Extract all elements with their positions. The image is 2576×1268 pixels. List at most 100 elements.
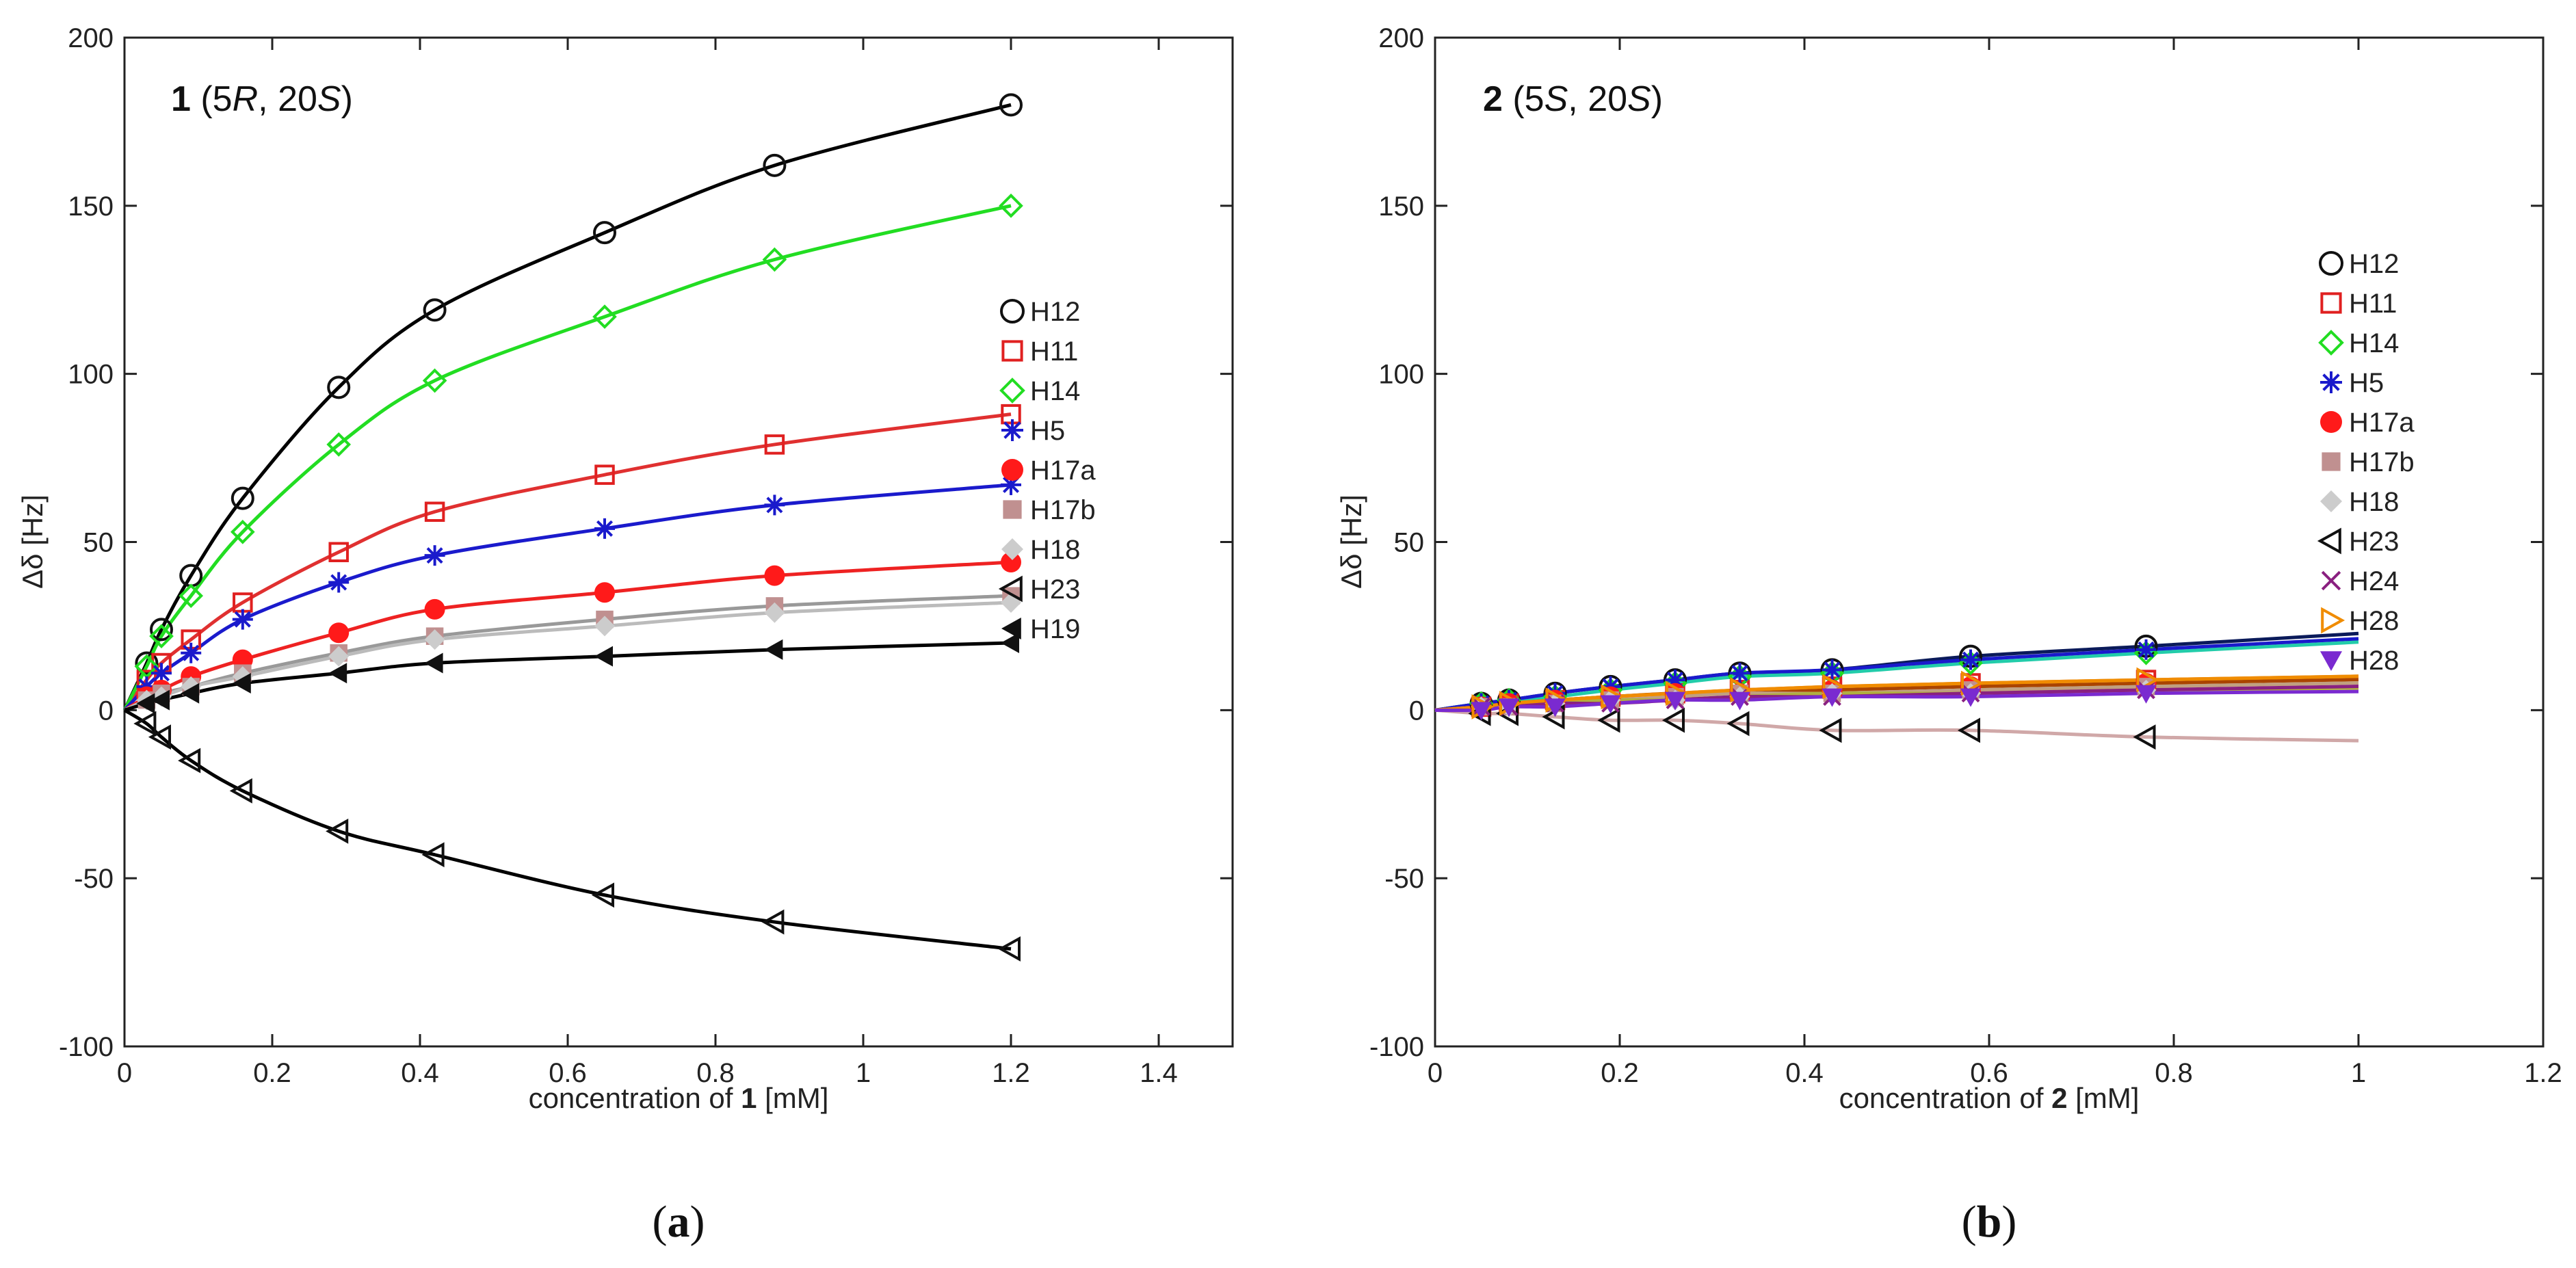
data-point-h18 [764,602,785,623]
data-point-h23-shape [148,724,171,750]
panel-a-legend: H12 H11 H14 H5 H17a H17b H18 H23 H19 [998,297,1096,644]
data-point-h19 [232,673,251,694]
data-point-h19 [181,683,200,704]
legend-marker [2320,651,2342,671]
y-tick-label: 100 [68,360,114,390]
legend-label: H12 [1030,297,1080,327]
legend-item-h11: H11 [1001,336,1078,367]
panel-b-xlabel-pre: concentration of [1839,1082,2052,1114]
data-point-h19-shape [1001,633,1019,653]
data-point-h23 [133,711,157,737]
data-point-h19-shape [594,646,613,667]
panel-b-title: 2 (5S, 20S) [1483,79,1663,119]
legend-item-h12: H12 [2319,249,2399,279]
legend-label: H17a [1030,455,1096,486]
data-point-h23 [761,909,785,935]
data-point-h28-shape [1961,670,1984,696]
data-point-h28 [1471,702,1492,721]
panel-b-legend: H12 H11 H14 H5 H17a H17b H18 H23 H24 H28 H28 [2317,249,2415,676]
legend-marker-shape [2322,452,2341,471]
data-point-h5-stroke [153,665,170,682]
data-point-h19-shape [764,639,783,660]
legend-item-h28: H28 [2321,606,2399,636]
data-point-h28-shape [1960,688,1981,707]
y-tick-label: 150 [1378,191,1424,222]
legend-item-h17a: H17a [2320,408,2415,438]
data-point-h19 [151,689,170,711]
data-point-h18-shape [328,646,350,667]
legend-marker-shape [1000,299,1025,323]
data-point-h14-shape [999,194,1023,218]
data-point-h17a [764,565,785,586]
legend-marker-shape [2321,607,2345,634]
data-point-h12-shape [150,618,173,642]
legend-marker-shape [998,575,1023,603]
legend-marker-shape [2320,411,2342,433]
x-tick-label: 0.2 [1601,1058,1639,1088]
data-point-h11-shape [328,542,349,562]
panel-b-chart: 0 0.2 0.4 0.6 0.8 1 1.2 -100 -50 0 50 100 150 200 H12… [1335,23,2562,1114]
panel-a-title-mid: , 20 [258,79,317,119]
data-point-h14 [179,583,204,608]
data-point-h5 [1822,659,1843,681]
legend-marker-shape [2320,292,2342,314]
data-point-h19-shape [232,673,251,694]
legend-item-h28: H28 [2320,646,2399,676]
panel-a-title-config1: R [233,79,259,119]
data-point-h18-shape [424,629,445,650]
legend-item-h17a: H17a [1001,455,1096,486]
data-point-h17a [424,598,445,620]
data-point-h11-shape [764,434,785,455]
data-point-h19 [1001,633,1019,653]
data-point-h14 [326,432,352,457]
data-point-h23 [178,748,201,774]
legend-item-h23: H23 [998,574,1080,605]
data-point-h5 [1960,649,1981,670]
data-point-h23-shape [1957,717,1980,743]
data-point-h14-shape [422,368,447,393]
legend-marker-shape [1001,538,1023,560]
panel-a-chart: 0 0.2 0.4 0.6 0.8 1 1.2 1.4-100-50050100150200 … [16,23,1234,1114]
data-point-h23-shape [591,882,614,908]
data-point-h14 [762,247,787,272]
data-point-h23 [229,778,252,804]
data-point-h23-shape [178,748,201,774]
data-point-h12 [231,486,254,510]
panel-b-title-open: (5 [1503,79,1545,119]
data-point-h23 [1726,711,1750,737]
data-point-h14-shape [230,519,255,544]
data-point-h12 [763,153,787,177]
data-point-h28-shape [2136,667,2159,693]
y-tick-label: 50 [1394,528,1425,558]
data-point-h18-shape [594,616,615,637]
data-point-h19 [424,652,443,674]
data-point-h17a [328,622,350,644]
legend-label: H17a [2349,408,2415,438]
y-tick-label: -100 [59,1032,114,1062]
legend-item-h19: H19 [1001,614,1080,644]
y-tick-label: 200 [1378,23,1424,53]
caption-a-open: ( [653,1197,668,1247]
data-point-h19-shape [136,693,155,714]
data-point-h5 [2135,639,2157,660]
panel-a-title-compound: 1 [171,79,191,119]
legend-marker-shape [999,378,1025,404]
fit-curve-h23 [1434,708,2359,743]
legend-marker [2321,570,2341,591]
data-point-h28 [1729,691,1750,711]
data-point-h23-shape [326,818,349,844]
data-point-h12-shape [763,153,787,177]
data-point-h14 [999,194,1023,218]
data-point-h17a-shape [764,565,785,586]
data-point-h28-shape [1499,698,1519,717]
legend-item-h18: H18 [2320,487,2399,517]
y-tick-label: 50 [83,528,114,558]
legend-marker-stroke [2321,570,2341,591]
data-point-h5-stroke [183,644,200,661]
data-point-h23 [1957,717,1980,743]
data-point-h23 [2133,724,2156,750]
legend-marker [1000,299,1025,323]
legend-marker [1001,538,1023,560]
caption-a: (a) [653,1197,705,1247]
data-point-h5 [181,642,202,663]
